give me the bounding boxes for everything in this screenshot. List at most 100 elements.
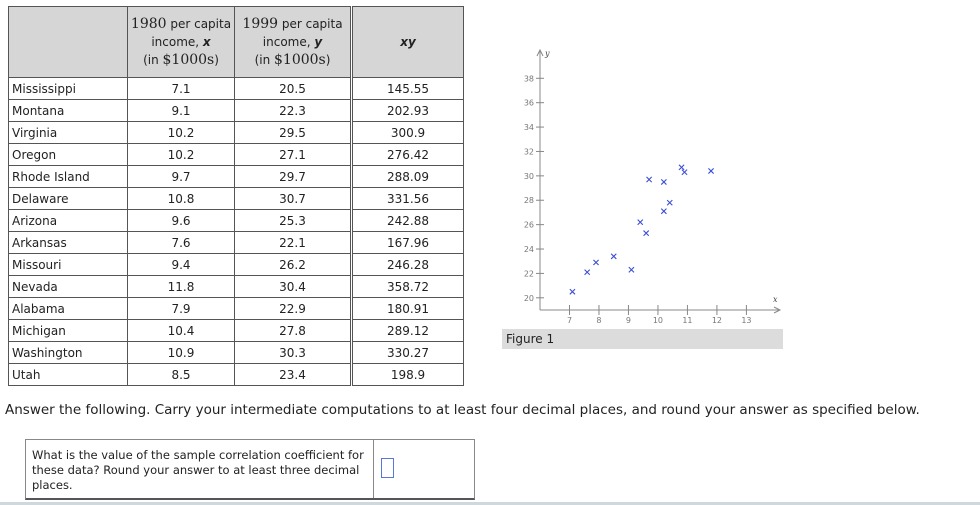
x-cell: 10.8 (127, 187, 235, 210)
figure-caption: Figure 1 (502, 329, 783, 349)
state-cell: Arizona (8, 209, 128, 232)
xy-table: xy 145.55 202.93 300.9 276.42 288.09 331… (352, 6, 464, 386)
y-header-line1: per capita (278, 17, 343, 31)
state-cell: Michigan (8, 319, 128, 342)
xy-column-header: xy (352, 6, 464, 78)
x-tick-label: 7 (567, 316, 572, 325)
y-cell: 27.8 (234, 319, 351, 342)
y-tick-label: 36 (524, 99, 534, 108)
x-cell: 10.2 (127, 121, 235, 144)
table-row: Montana 9.1 22.3 (8, 99, 351, 122)
data-point (643, 230, 650, 237)
state-cell: Mississippi (8, 77, 128, 100)
x-header-line2: income, (151, 35, 203, 49)
x-cell: 7.9 (127, 297, 235, 320)
data-point (610, 253, 617, 260)
xy-row: 246.28 (352, 253, 464, 276)
state-cell: Washington (8, 341, 128, 364)
xy-cell: 276.42 (352, 143, 464, 166)
state-cell: Missouri (8, 253, 128, 276)
xy-row: 358.72 (352, 275, 464, 298)
y-tick-label: 30 (524, 172, 534, 181)
table-row: Missouri 9.4 26.2 (8, 253, 351, 276)
x-column-header: 1980 per capita income, x (in $1000s) (127, 6, 235, 78)
x-axis-label: x (773, 295, 778, 304)
xy-cell: 331.56 (352, 187, 464, 210)
x-cell: 10.2 (127, 143, 235, 166)
y-cell: 22.3 (234, 99, 351, 122)
x-tick-label: 9 (626, 316, 631, 325)
y-cell: 29.7 (234, 165, 351, 188)
xy-row: 276.42 (352, 143, 464, 166)
x-cell: 9.1 (127, 99, 235, 122)
x-tick-label: 13 (741, 316, 751, 325)
xy-cell: 246.28 (352, 253, 464, 276)
state-cell: Oregon (8, 143, 128, 166)
data-point (637, 219, 644, 226)
state-cell: Arkansas (8, 231, 128, 254)
y-column-header: 1999 per capita income, y (in $1000s) (234, 6, 351, 78)
data-table: 1980 per capita income, x (in $1000s) 19… (8, 6, 351, 386)
table-row: Utah 8.5 23.4 (8, 363, 351, 386)
x-cell: 11.8 (127, 275, 235, 298)
x-header-year: 1980 (130, 16, 167, 32)
x-cell: 10.4 (127, 319, 235, 342)
xy-row: 180.91 (352, 297, 464, 320)
y-cell: 27.1 (234, 143, 351, 166)
y-cell: 29.5 (234, 121, 351, 144)
data-point (708, 167, 715, 174)
data-point (660, 208, 667, 215)
xy-row: 330.27 (352, 341, 464, 364)
table-row: Delaware 10.8 30.7 (8, 187, 351, 210)
state-cell: Nevada (8, 275, 128, 298)
answer-input[interactable] (381, 458, 394, 478)
x-header-line3a: (in (143, 53, 163, 67)
question-text: What is the value of the sample correlat… (26, 440, 374, 498)
xy-cell: 358.72 (352, 275, 464, 298)
y-cell: 22.1 (234, 231, 351, 254)
state-cell: Delaware (8, 187, 128, 210)
xy-row: 300.9 (352, 121, 464, 144)
data-point (593, 259, 600, 266)
x-tick-label: 11 (682, 316, 692, 325)
xy-cell: 180.91 (352, 297, 464, 320)
y-axis-arrow-icon (536, 48, 544, 57)
table-row: Arizona 9.6 25.3 (8, 209, 351, 232)
y-tick-label: 38 (524, 74, 534, 83)
y-tick-label: 24 (524, 245, 534, 254)
x-tick-label: 10 (653, 316, 663, 325)
data-point (666, 199, 673, 206)
table-row: Oregon 10.2 27.1 (8, 143, 351, 166)
y-header-line3b: ) (325, 53, 331, 67)
state-cell: Virginia (8, 121, 128, 144)
data-point (678, 164, 685, 171)
table-row: Washington 10.9 30.3 (8, 341, 351, 364)
x-header-amount: $1000s (162, 52, 215, 68)
y-header-line2: income, (262, 35, 315, 49)
xy-row: 331.56 (352, 187, 464, 210)
xy-row: 242.88 (352, 209, 464, 232)
state-cell: Rhode Island (8, 165, 128, 188)
y-cell: 30.4 (234, 275, 351, 298)
xy-row: 288.09 (352, 165, 464, 188)
xy-row: 289.12 (352, 319, 464, 342)
x-header-var: x (202, 35, 211, 49)
state-cell: Utah (8, 363, 128, 386)
y-cell: 30.7 (234, 187, 351, 210)
xy-header-row: xy (352, 6, 464, 78)
y-header-amount: $1000s (274, 52, 326, 68)
xy-cell: 167.96 (352, 231, 464, 254)
x-axis-arrow-icon (773, 306, 782, 314)
y-cell: 26.2 (234, 253, 351, 276)
xy-row: 202.93 (352, 99, 464, 122)
y-tick-label: 34 (524, 123, 534, 132)
table-row: Virginia 10.2 29.5 (8, 121, 351, 144)
y-cell: 22.9 (234, 297, 351, 320)
y-header-year: 1999 (242, 16, 279, 32)
x-cell: 9.6 (127, 209, 235, 232)
xy-row: 167.96 (352, 231, 464, 254)
y-tick-label: 22 (524, 269, 534, 278)
y-tick-label: 28 (524, 196, 534, 205)
x-header-line1: per capita (166, 17, 232, 31)
xy-row: 145.55 (352, 77, 464, 100)
